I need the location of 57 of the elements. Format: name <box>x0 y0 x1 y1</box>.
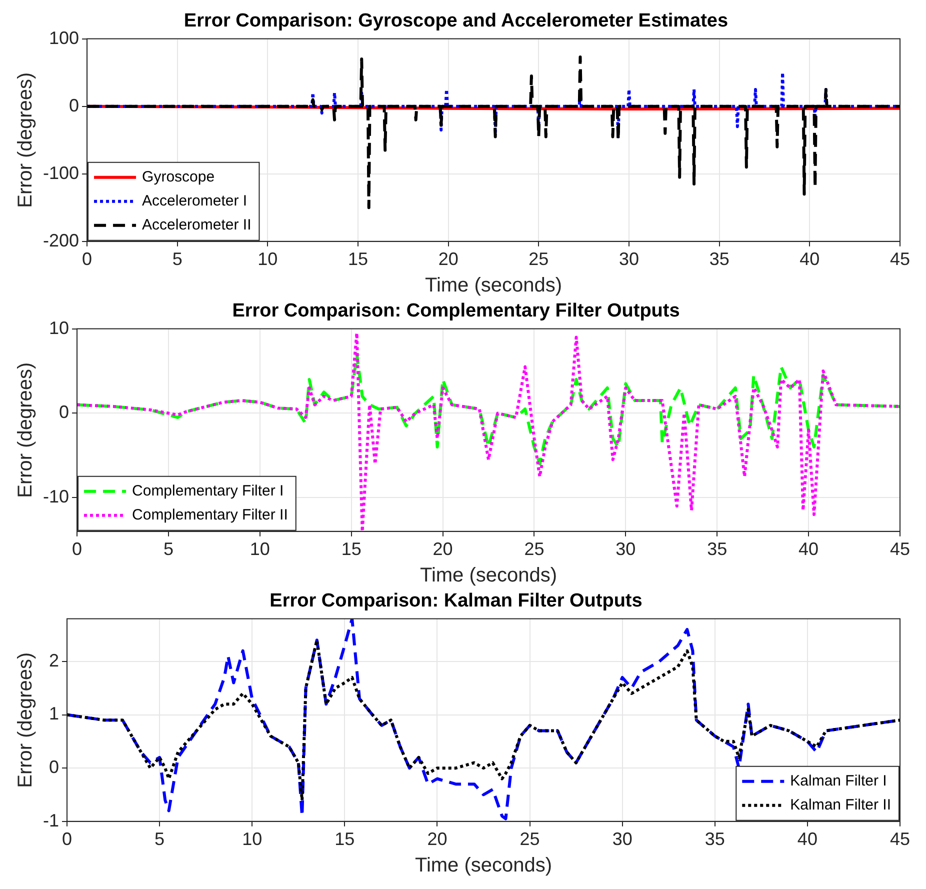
x-tick-label: 20 <box>438 249 458 270</box>
x-tick-label: 10 <box>242 829 262 850</box>
y-tick-label: 2 <box>48 650 60 670</box>
chart-title: Error Comparison: Complementary Filter Outputs <box>232 300 680 322</box>
x-axis-title: Time (seconds) <box>420 564 558 587</box>
x-tick-label: 20 <box>432 539 453 560</box>
x-tick-label: 10 <box>250 539 270 560</box>
legend-label: Accelerometer II <box>142 216 252 234</box>
y-tick-label: 0 <box>48 757 60 778</box>
y-tick-label: -1 <box>42 810 60 830</box>
y-tick-label: 1 <box>48 704 60 724</box>
y-axis-title: Error (degrees) <box>14 72 37 208</box>
y-tick-label: -200 <box>42 230 80 250</box>
x-tick-label: 45 <box>890 829 910 850</box>
x-tick-label: 5 <box>163 539 174 560</box>
legend-label: Complementary Filter I <box>132 482 284 500</box>
x-tick-label: 15 <box>341 539 362 560</box>
y-tick-label: 0 <box>69 95 80 116</box>
x-tick-label: 5 <box>172 249 182 270</box>
x-tick-label: 25 <box>524 539 544 560</box>
x-tick-label: 5 <box>154 829 165 850</box>
y-tick-label: 100 <box>48 28 80 48</box>
x-tick-label: 15 <box>334 829 355 850</box>
x-tick-label: 10 <box>258 249 278 270</box>
x-tick-label: 35 <box>704 829 725 850</box>
legend-label: Kalman Filter II <box>790 796 892 814</box>
x-tick-label: 30 <box>612 829 632 850</box>
x-tick-label: 25 <box>520 829 540 850</box>
chart-title: Error Comparison: Gyroscope and Accelerometer Estimates <box>184 10 728 32</box>
legend-label: Kalman Filter I <box>790 772 887 790</box>
x-tick-label: 40 <box>798 539 819 560</box>
x-axis-title: Time (seconds) <box>414 854 552 877</box>
y-tick-label: -10 <box>43 486 70 507</box>
y-tick-label: 0 <box>59 402 70 422</box>
x-tick-label: 40 <box>800 249 820 270</box>
x-tick-label: 35 <box>709 249 730 270</box>
x-tick-label: 0 <box>82 249 92 270</box>
line-series <box>87 56 900 210</box>
legend-label: Gyroscope <box>142 168 215 186</box>
y-tick-label: -100 <box>42 162 80 183</box>
x-tick-label: 30 <box>618 249 640 270</box>
x-tick-label: 40 <box>797 829 818 850</box>
x-tick-label: 45 <box>890 539 910 560</box>
x-tick-label: 20 <box>427 829 448 850</box>
x-tick-label: 15 <box>348 249 368 270</box>
x-tick-label: 30 <box>616 539 636 560</box>
y-axis-title: Error (degrees) <box>14 652 37 788</box>
y-axis-title: Error (degrees) <box>14 362 37 498</box>
y-tick-label: 10 <box>48 318 70 338</box>
legend-label: Complementary Filter II <box>132 506 288 524</box>
line-series <box>77 352 900 466</box>
legend-label: Accelerometer I <box>142 192 248 210</box>
x-tick-label: 25 <box>528 249 549 270</box>
x-tick-label: 45 <box>890 249 910 270</box>
x-axis-title: Time (seconds) <box>424 274 562 297</box>
chart-title: Error Comparison: Kalman Filter Outputs <box>270 590 642 612</box>
x-tick-label: 35 <box>707 539 728 560</box>
